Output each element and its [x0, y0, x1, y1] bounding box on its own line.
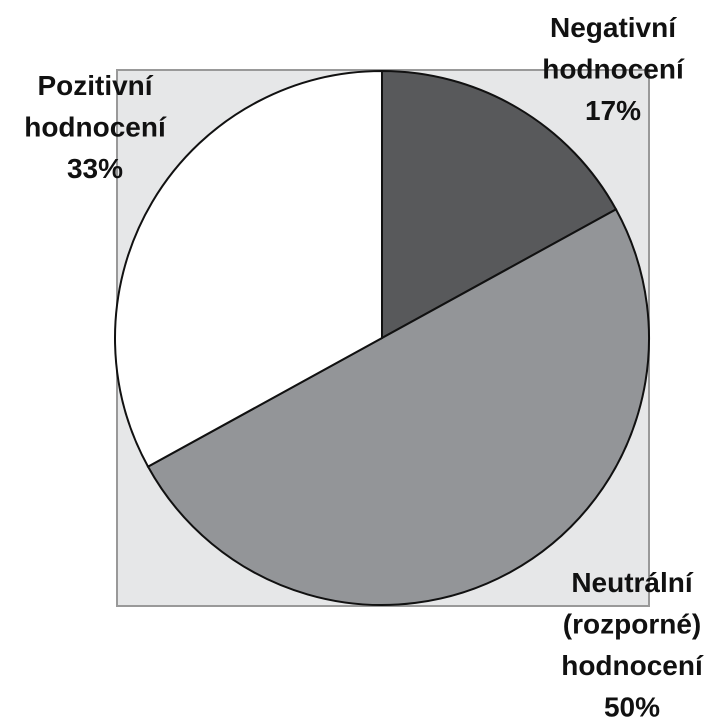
label-line: hodnocení	[561, 650, 704, 681]
slice-label: Neutrální (rozporné) hodnocení 50%	[561, 567, 704, 723]
pie-slice	[381, 69, 618, 340]
slice-label: Negativní hodnocení 17%	[542, 12, 685, 126]
label-line: Neutrální	[571, 567, 694, 598]
label-line: (rozporné)	[563, 609, 701, 640]
value-label: 50%	[604, 692, 660, 723]
label-line: hodnocení	[24, 112, 167, 143]
label-line: Negativní	[550, 12, 677, 43]
value-label: 33%	[67, 153, 123, 184]
value-label: 17%	[585, 95, 641, 126]
pie-slice	[114, 69, 383, 468]
pie-slice	[146, 208, 650, 606]
label-line: hodnocení	[542, 54, 685, 85]
label-line: Pozitivní	[37, 70, 153, 101]
slice-label: Pozitivní hodnocení 33%	[24, 70, 167, 184]
